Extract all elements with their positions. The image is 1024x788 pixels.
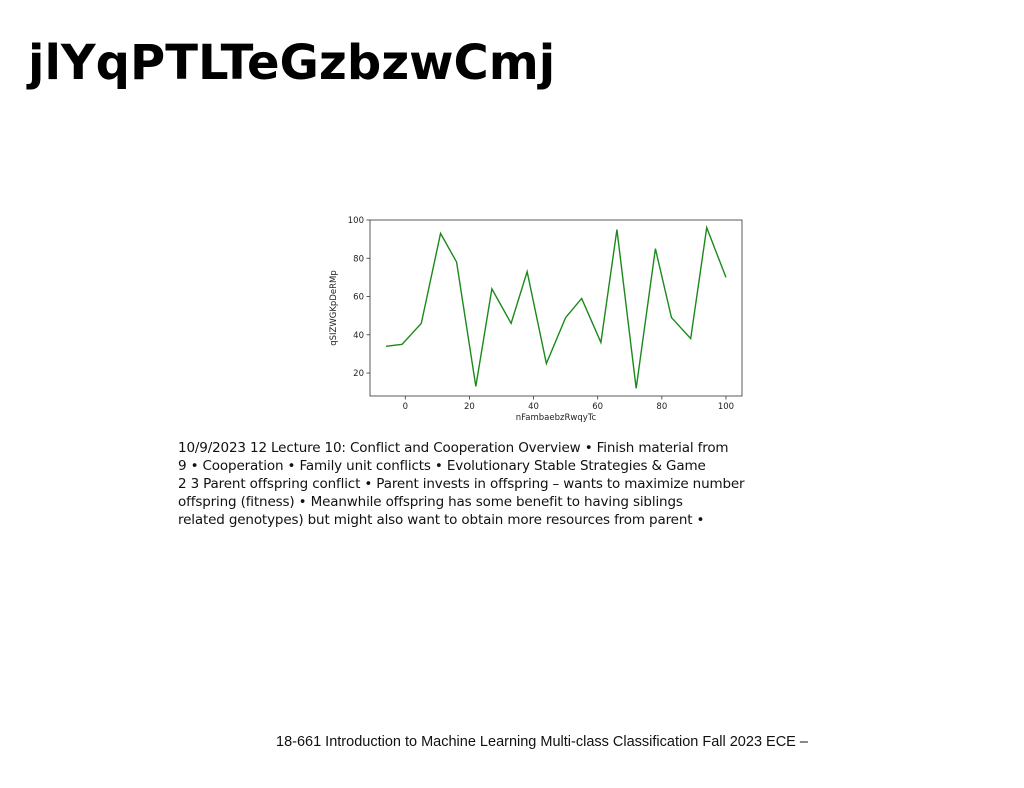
y-tick-label: 20 (353, 369, 364, 379)
body-line: offspring (fitness) • Meanwhile offsprin… (178, 494, 683, 510)
series-line (385, 224, 727, 389)
slide-footer: 18-661 Introduction to Machine Learning … (276, 734, 808, 750)
line-chart-svg: 0 20 40 60 80 100 20 40 60 80 100 nFambaebzRwqyTc qS… (329, 216, 743, 423)
x-tick-label: 40 (528, 402, 539, 412)
body-line: 9 • Cooperation • Family unit conflicts … (178, 458, 706, 474)
y-axis-label: qSIZWGKpDeRMp (329, 270, 339, 346)
chart-axes-frame (369, 219, 743, 397)
x-tick-label: 80 (656, 402, 667, 412)
x-tick-label: 20 (464, 402, 475, 412)
slide-title: jlYqPTLTeGzbzwCmj (28, 35, 556, 91)
x-tick-label: 60 (592, 402, 603, 412)
body-line: 2 3 Parent offspring conflict • Parent i… (178, 476, 745, 492)
y-tick-label: 80 (353, 254, 364, 264)
x-axis-label: nFambaebzRwqyTc (516, 413, 597, 423)
slide-body-text: 10/9/2023 12 Lecture 10: Conflict and Co… (178, 439, 818, 529)
body-line: related genotypes) but might also want t… (178, 512, 705, 528)
y-tick-label: 40 (353, 331, 364, 341)
y-tick-label: 100 (348, 216, 364, 226)
y-tick-label: 60 (353, 293, 364, 303)
line-chart: 0 20 40 60 80 100 20 40 60 80 100 nFambaebzRwqyTc qS… (320, 208, 760, 424)
x-tick-label: 0 (403, 402, 408, 412)
x-tick-label: 100 (718, 402, 734, 412)
body-line: 10/9/2023 12 Lecture 10: Conflict and Co… (178, 440, 729, 456)
